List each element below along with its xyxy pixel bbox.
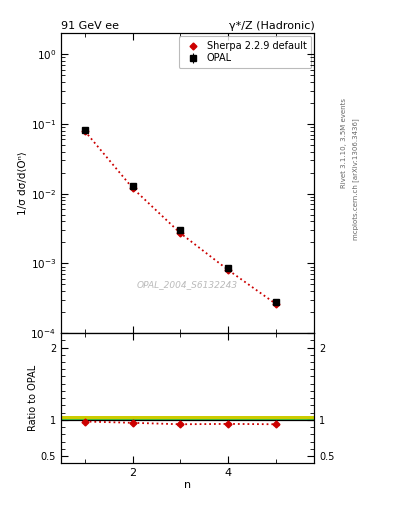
Text: γ*/Z (Hadronic): γ*/Z (Hadronic) (229, 21, 314, 31)
Legend: Sherpa 2.2.9 default, OPAL: Sherpa 2.2.9 default, OPAL (178, 36, 312, 68)
Sherpa 2.2.9 default (178, 230, 183, 237)
Y-axis label: Ratio to OPAL: Ratio to OPAL (28, 365, 38, 431)
X-axis label: n: n (184, 480, 191, 489)
Y-axis label: 1/σ dσ/d⟨Oⁿ⟩: 1/σ dσ/d⟨Oⁿ⟩ (18, 151, 28, 215)
Bar (61, 416, 314, 421)
Text: OPAL_2004_S6132243: OPAL_2004_S6132243 (137, 281, 238, 290)
Text: mcplots.cern.ch [arXiv:1306.3436]: mcplots.cern.ch [arXiv:1306.3436] (352, 118, 359, 240)
Line: Sherpa 2.2.9 default: Sherpa 2.2.9 default (83, 129, 279, 307)
Sherpa 2.2.9 default (226, 267, 231, 273)
Text: Rivet 3.1.10, 3.5M events: Rivet 3.1.10, 3.5M events (341, 98, 347, 188)
Sherpa 2.2.9 default (83, 128, 87, 134)
Sherpa 2.2.9 default (274, 301, 279, 307)
Text: 91 GeV ee: 91 GeV ee (61, 21, 119, 31)
Sherpa 2.2.9 default (130, 185, 135, 191)
Bar (61, 419, 314, 420)
